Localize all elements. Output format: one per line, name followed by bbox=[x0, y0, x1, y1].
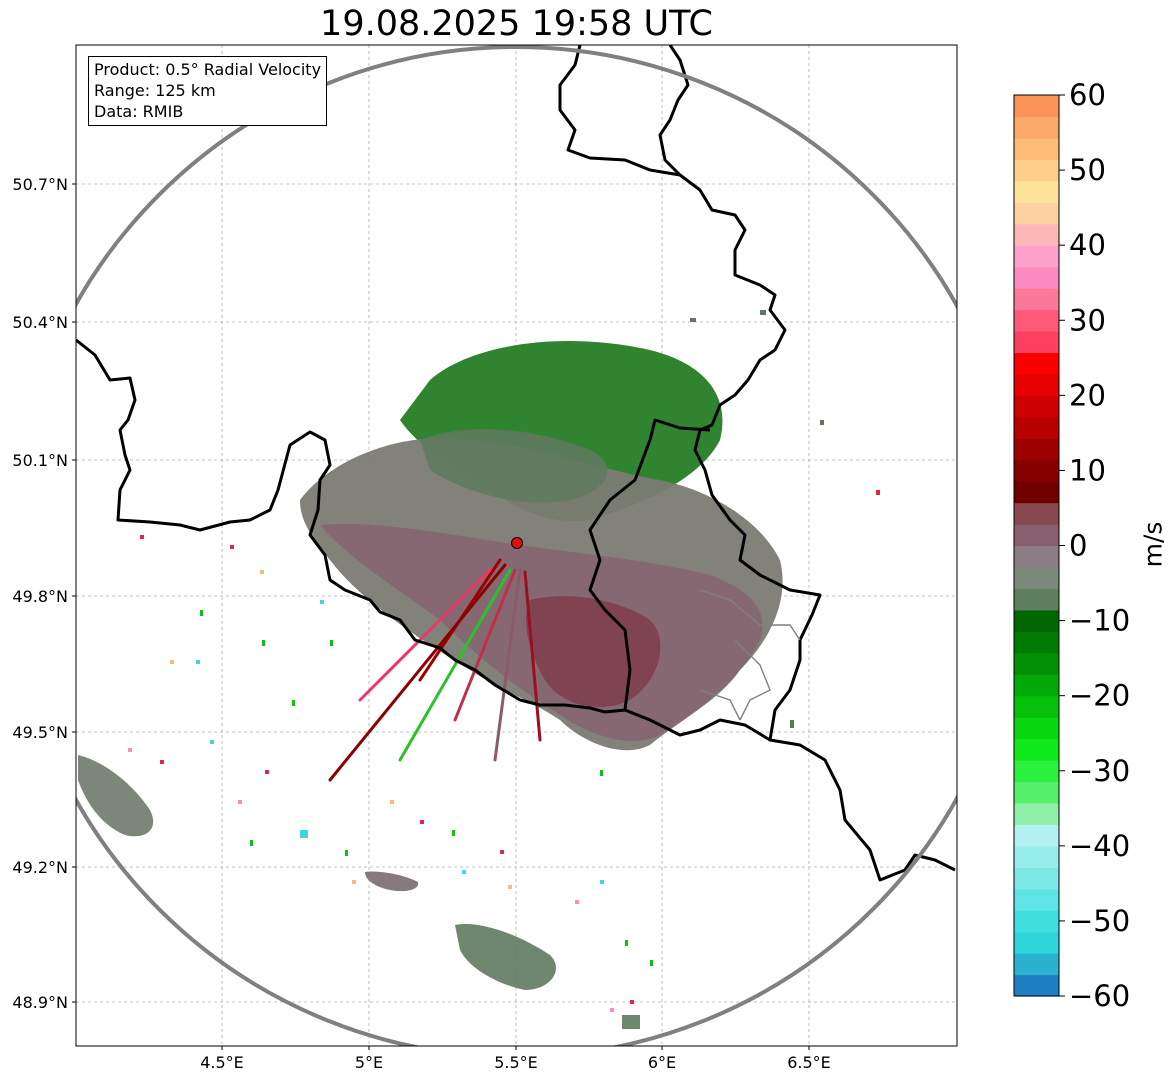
colorbar-tick-label: 0 bbox=[1069, 529, 1087, 563]
echo-green-gray-upper bbox=[420, 429, 608, 503]
colorbar-segment bbox=[1014, 910, 1059, 933]
colorbar-segment bbox=[1014, 566, 1059, 589]
range-label: Range: 125 km bbox=[94, 81, 216, 100]
colorbar-segment bbox=[1014, 545, 1059, 568]
colorbar-segments bbox=[1014, 95, 1059, 997]
colorbar-segment bbox=[1014, 609, 1059, 632]
colorbar-segment bbox=[1014, 459, 1059, 482]
data-source-label: Data: RMIB bbox=[94, 102, 184, 121]
lon-tick-label: 5°E bbox=[355, 1053, 383, 1072]
colorbar-tick-label: 50 bbox=[1069, 153, 1106, 187]
colorbar-unit-label: m/s bbox=[1138, 521, 1168, 568]
lon-tick-label: 5.5°E bbox=[494, 1053, 538, 1072]
internal-borders bbox=[699, 589, 801, 721]
lat-tick-label: 49.2°N bbox=[12, 858, 68, 877]
colorbar-tick-label: −40 bbox=[1069, 829, 1130, 863]
colorbar-segment bbox=[1014, 416, 1059, 439]
product-info-box: Product: 0.5° Radial Velocity Range: 125… bbox=[88, 56, 328, 126]
colorbar-segment bbox=[1014, 674, 1059, 697]
colorbar-segment bbox=[1014, 931, 1059, 954]
lat-tick-label: 49.8°N bbox=[12, 587, 68, 606]
echo-sw-cluster bbox=[78, 755, 154, 837]
colorbar-segment bbox=[1014, 631, 1059, 654]
lon-tick-label: 6°E bbox=[648, 1053, 676, 1072]
colorbar-segment bbox=[1014, 845, 1059, 868]
colorbar-segment bbox=[1014, 95, 1059, 118]
colorbar-segment bbox=[1014, 180, 1059, 203]
colorbar-tick-label: 10 bbox=[1069, 453, 1106, 487]
product-label: Product: 0.5° Radial Velocity bbox=[94, 60, 322, 79]
colorbar: 60 50 40 30 20 10 0 −10 −20 −30 −40 −50 −60 bbox=[1013, 78, 1130, 1013]
lat-tick-label: 50.7°N bbox=[12, 175, 68, 194]
lat-tick-label: 50.4°N bbox=[12, 313, 68, 332]
lat-tick-label: 50.1°N bbox=[12, 451, 68, 470]
border-lux bbox=[588, 418, 711, 711]
colorbar-segment bbox=[1014, 481, 1059, 504]
range-ring bbox=[76, 45, 957, 1046]
colorbar-segment bbox=[1014, 524, 1059, 547]
colorbar-segment bbox=[1014, 438, 1059, 461]
colorbar-segment bbox=[1014, 159, 1059, 182]
colorbar-segment bbox=[1014, 202, 1059, 225]
colorbar-segment bbox=[1014, 116, 1059, 139]
lon-tick-labels: 4.5°E 5°E 5.5°E 6°E 6.5°E bbox=[200, 1053, 831, 1072]
colorbar-segment bbox=[1014, 288, 1059, 311]
colorbar-segment bbox=[1014, 352, 1059, 375]
lon-axis bbox=[221, 1046, 810, 1050]
colorbar-segment bbox=[1014, 953, 1059, 976]
lon-tick-label: 6.5°E bbox=[787, 1053, 831, 1072]
colorbar-segment bbox=[1014, 824, 1059, 847]
border-north-top bbox=[658, 45, 690, 177]
lon-tick-label: 4.5°E bbox=[200, 1053, 244, 1072]
lat-tick-labels: 50.7°N 50.4°N 50.1°N 49.8°N 49.5°N 49.2°… bbox=[12, 175, 68, 1012]
colorbar-segment bbox=[1014, 373, 1059, 396]
lat-tick-label: 48.9°N bbox=[12, 993, 68, 1012]
colorbar-tick-label: −20 bbox=[1069, 679, 1130, 713]
colorbar-segment bbox=[1014, 738, 1059, 761]
colorbar-segment bbox=[1014, 245, 1059, 268]
border-east bbox=[624, 708, 771, 742]
colorbar-tick-label: 30 bbox=[1069, 303, 1106, 337]
colorbar-segment bbox=[1014, 502, 1059, 525]
colorbar-segment bbox=[1014, 137, 1059, 160]
echo-south-small bbox=[365, 871, 419, 892]
radar-echoes bbox=[78, 310, 880, 1029]
colorbar-tick-label: 60 bbox=[1069, 78, 1106, 112]
map-title: 19.08.2025 19:58 UTC bbox=[320, 4, 713, 44]
colorbar-segment bbox=[1014, 309, 1059, 332]
echo-south-cluster bbox=[455, 924, 556, 990]
country-borders bbox=[76, 45, 956, 882]
echo-outbound-maroon bbox=[525, 596, 661, 708]
radar-site-marker[interactable] bbox=[511, 537, 523, 549]
colorbar-segment bbox=[1014, 223, 1059, 246]
map-area[interactable] bbox=[11, 45, 1021, 1057]
colorbar-segment bbox=[1014, 266, 1059, 289]
colorbar-segment bbox=[1014, 781, 1059, 804]
colorbar-segment bbox=[1014, 588, 1059, 611]
colorbar-segment bbox=[1014, 395, 1059, 418]
colorbar-tick-label: −60 bbox=[1069, 979, 1130, 1013]
colorbar-tick-label: −30 bbox=[1069, 754, 1130, 788]
colorbar-tick-label: 20 bbox=[1069, 378, 1106, 412]
colorbar-segment bbox=[1014, 652, 1059, 675]
colorbar-ticks bbox=[1059, 94, 1065, 997]
border-north bbox=[558, 45, 956, 882]
colorbar-segment bbox=[1014, 974, 1059, 997]
colorbar-segment bbox=[1014, 888, 1059, 911]
border-west bbox=[76, 338, 626, 714]
colorbar-tick-label: −10 bbox=[1069, 604, 1130, 638]
lat-tick-label: 49.5°N bbox=[12, 723, 68, 742]
colorbar-segment bbox=[1014, 760, 1059, 783]
lat-axis bbox=[72, 183, 76, 1003]
colorbar-segment bbox=[1014, 802, 1059, 825]
colorbar-tick-labels: 60 50 40 30 20 10 0 −10 −20 −30 −40 −50 −60 bbox=[1069, 78, 1130, 1013]
colorbar-tick-label: −50 bbox=[1069, 904, 1130, 938]
colorbar-segment bbox=[1014, 867, 1059, 890]
colorbar-segment bbox=[1014, 695, 1059, 718]
colorbar-segment bbox=[1014, 330, 1059, 354]
colorbar-tick-label: 40 bbox=[1069, 228, 1106, 262]
colorbar-segment bbox=[1014, 717, 1059, 740]
